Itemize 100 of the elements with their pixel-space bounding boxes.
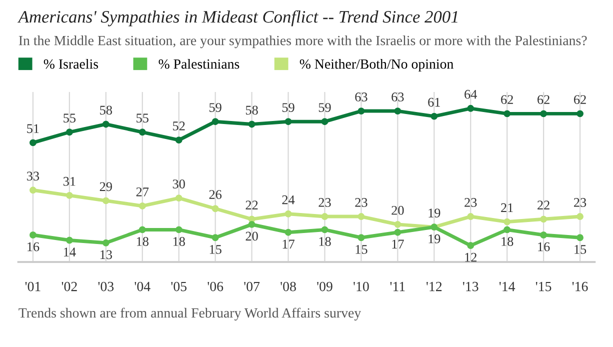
data-label: 59 bbox=[209, 103, 222, 112]
data-label: 21 bbox=[501, 203, 513, 212]
data-label: 17 bbox=[282, 240, 294, 248]
point bbox=[504, 110, 511, 118]
point bbox=[540, 216, 548, 223]
data-label: 62 bbox=[574, 95, 586, 104]
point bbox=[248, 120, 256, 128]
legend-label: % Neither/Both/No opinion bbox=[300, 58, 454, 72]
data-label: 16 bbox=[28, 242, 40, 252]
data-label: 18 bbox=[502, 237, 514, 246]
point bbox=[394, 220, 402, 228]
point bbox=[467, 242, 474, 250]
x-tick-label: '02 bbox=[62, 282, 77, 292]
data-label: 15 bbox=[210, 245, 222, 254]
point bbox=[284, 228, 292, 236]
point bbox=[576, 110, 584, 118]
point bbox=[540, 110, 548, 118]
point bbox=[102, 239, 110, 246]
point bbox=[30, 232, 36, 238]
data-label: 23 bbox=[574, 198, 586, 207]
data-label: 29 bbox=[100, 182, 112, 192]
point bbox=[576, 213, 584, 220]
data-label: 17 bbox=[392, 240, 404, 248]
data-label: 64 bbox=[464, 90, 478, 99]
point bbox=[30, 139, 36, 146]
point bbox=[358, 108, 365, 115]
x-tick-label: '13 bbox=[463, 282, 478, 292]
data-label: 18 bbox=[173, 237, 185, 246]
x-tick-label: '12 bbox=[426, 282, 442, 292]
point bbox=[576, 234, 584, 242]
point bbox=[138, 128, 146, 136]
data-label: 58 bbox=[100, 106, 112, 115]
chart-subtitle: In the Middle East situation, are your sympathies more with the Israelis or more with the Palestinians? bbox=[18, 35, 587, 48]
data-label: 58 bbox=[246, 106, 258, 115]
data-label: 30 bbox=[172, 180, 185, 188]
data-label: 55 bbox=[64, 114, 76, 123]
x-tick-label: '05 bbox=[171, 282, 187, 292]
data-label: 63 bbox=[392, 92, 404, 102]
data-label: 52 bbox=[173, 122, 185, 130]
point bbox=[138, 202, 146, 210]
x-tick-label: '15 bbox=[536, 282, 552, 292]
data-label: 12 bbox=[465, 252, 476, 262]
x-tick-label: '01 bbox=[25, 282, 40, 292]
point bbox=[175, 194, 182, 202]
point bbox=[284, 118, 292, 126]
point bbox=[321, 226, 328, 234]
point bbox=[430, 112, 438, 120]
point bbox=[394, 108, 402, 115]
point bbox=[467, 104, 474, 112]
point bbox=[212, 118, 219, 126]
point bbox=[175, 136, 182, 144]
point bbox=[175, 226, 182, 234]
x-tick-label: '14 bbox=[499, 282, 516, 292]
x-tick-label: '10 bbox=[354, 282, 369, 292]
text: Trends shown are from annual February World Affairs survey bbox=[18, 308, 362, 320]
point bbox=[138, 226, 146, 234]
data-label: 18 bbox=[136, 237, 148, 246]
data-label: 59 bbox=[282, 103, 294, 112]
data-label: 15 bbox=[574, 245, 586, 254]
data-label: 22 bbox=[246, 200, 258, 210]
data-label: 18 bbox=[319, 237, 331, 246]
data-label: 14 bbox=[64, 248, 76, 256]
point bbox=[284, 210, 292, 218]
data-label: 24 bbox=[282, 195, 295, 204]
data-label: 23 bbox=[318, 198, 331, 207]
data-label: 20 bbox=[246, 232, 258, 241]
data-label: 15 bbox=[356, 245, 368, 254]
x-tick-label: '04 bbox=[134, 282, 150, 292]
x-tick-label: '09 bbox=[317, 282, 332, 292]
point bbox=[321, 118, 328, 126]
data-label: 33 bbox=[27, 172, 40, 181]
data-label: 19 bbox=[428, 234, 440, 244]
point bbox=[504, 218, 511, 226]
point bbox=[248, 220, 256, 228]
point bbox=[504, 226, 511, 234]
point bbox=[66, 192, 73, 199]
x-tick-label: '07 bbox=[244, 282, 260, 292]
data-label: 55 bbox=[136, 114, 148, 123]
point bbox=[212, 205, 219, 212]
x-tick-label: '16 bbox=[572, 282, 588, 292]
data-label: 63 bbox=[355, 92, 368, 102]
x-tick-label: '06 bbox=[208, 282, 224, 292]
data-label: 23 bbox=[355, 198, 368, 207]
legend-label: % Palestinians bbox=[158, 58, 240, 69]
x-tick-label: '03 bbox=[98, 282, 114, 292]
data-label: 16 bbox=[538, 242, 550, 252]
data-label: 27 bbox=[136, 187, 149, 196]
data-label: 62 bbox=[501, 95, 513, 104]
point bbox=[212, 234, 219, 242]
point bbox=[321, 213, 328, 220]
point bbox=[66, 236, 73, 244]
legend-label: % Israelis bbox=[44, 58, 98, 69]
point bbox=[66, 128, 73, 136]
data-label: 13 bbox=[100, 250, 112, 260]
data-label: 19 bbox=[428, 208, 440, 218]
data-label: 20 bbox=[392, 206, 404, 215]
data-label: 22 bbox=[538, 200, 550, 210]
data-label: 26 bbox=[209, 190, 222, 199]
point bbox=[102, 197, 110, 204]
chart-title: Americans' Sympathies in Mideast Conflict -- Trend Since 2001 bbox=[17, 10, 458, 26]
